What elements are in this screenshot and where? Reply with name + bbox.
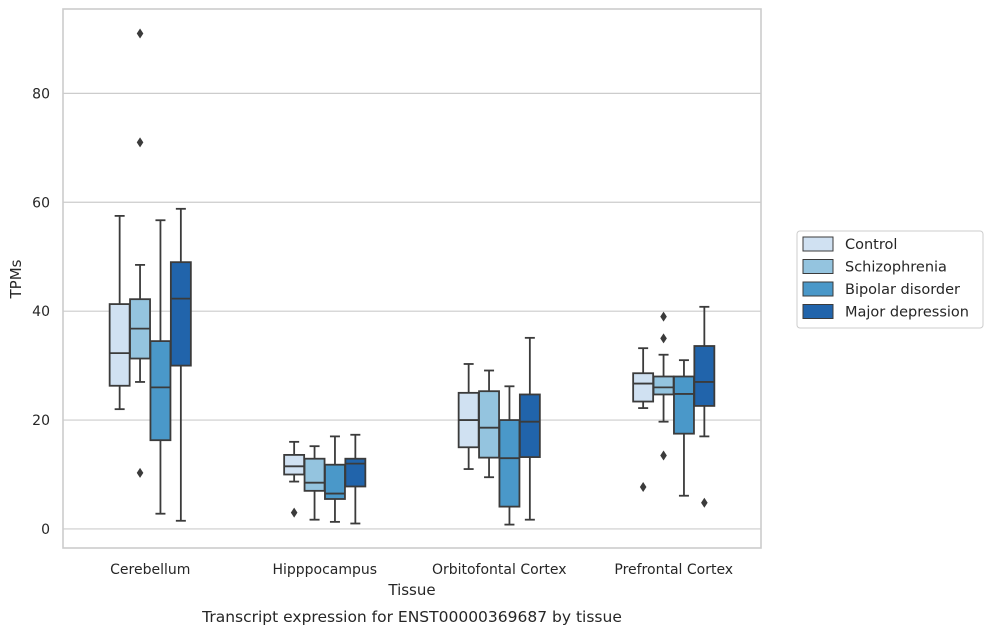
box-group: [303, 445, 326, 521]
x-tick-label: Hipppocampus: [272, 562, 377, 578]
plot-area-frame: [62, 8, 762, 549]
legend-label: Schizophrenia: [845, 260, 947, 276]
box-group: [283, 440, 306, 518]
series-control: [108, 214, 655, 518]
box: [149, 340, 172, 442]
y-axis-ticks: 0 20 40 60 80: [32, 86, 50, 538]
y-tick-label: 80: [32, 86, 50, 102]
legend: Control Schizophrenia Bipolar disorder Majo…: [796, 230, 984, 329]
series-bipolar-disorder: [149, 219, 695, 526]
box: [344, 457, 367, 488]
outlier-point: [660, 333, 667, 344]
box: [283, 453, 306, 476]
series-major-depression: [169, 207, 716, 525]
box-group: [652, 311, 675, 461]
x-axis-ticks: Cerebellum Hipppocampus Orbitofontal Corte…: [110, 562, 733, 578]
box: [652, 375, 675, 396]
box-group: [129, 28, 151, 478]
outlier-point: [290, 507, 298, 518]
x-tick-label: Prefrontal Cortex: [614, 562, 733, 578]
x-axis-label: Tissue: [387, 581, 435, 599]
outlier-point: [660, 311, 667, 322]
legend-frame: [796, 230, 984, 329]
box: [169, 261, 192, 367]
box: [693, 345, 716, 407]
box-group: [693, 305, 716, 508]
box: [498, 419, 521, 508]
box: [303, 457, 326, 492]
outlier-point: [701, 497, 708, 508]
y-tick-label: 40: [32, 304, 50, 320]
outlier-point: [136, 467, 144, 478]
legend-swatch: [802, 304, 834, 319]
box-group: [457, 363, 480, 470]
box-group: [632, 347, 655, 493]
y-tick-label: 20: [32, 413, 50, 429]
legend-label: Bipolar disorder: [845, 282, 960, 298]
outlier-point: [660, 450, 667, 461]
box-group: [498, 385, 521, 526]
box: [108, 303, 131, 387]
legend-swatch: [802, 236, 834, 252]
box-plot-series: [108, 28, 716, 526]
box-group: [478, 369, 500, 479]
legend-swatch: [802, 259, 834, 274]
outlier-point: [639, 482, 647, 493]
box-group: [673, 359, 695, 497]
legend-label: Major depression: [845, 305, 969, 321]
box: [478, 390, 500, 459]
chart-title: Transcript expression for ENST0000036968…: [201, 608, 622, 626]
box-group: [169, 207, 192, 522]
y-tick-label: 60: [32, 195, 50, 211]
box-group: [108, 214, 131, 411]
box: [518, 393, 541, 458]
box-group: [518, 336, 541, 521]
x-tick-label: Orbitofontal Cortex: [432, 562, 567, 578]
series-schizophrenia: [129, 28, 675, 521]
box-group: [344, 433, 367, 525]
legend-swatch: [802, 281, 834, 297]
y-axis-label: TPMs: [7, 259, 25, 299]
box: [632, 372, 655, 403]
x-tick-label: Cerebellum: [110, 562, 190, 578]
outlier-point: [136, 137, 144, 148]
y-tick-label: 0: [41, 522, 50, 538]
legend-label: Control: [845, 237, 897, 253]
grid-lines: [63, 92, 761, 530]
box-group: [149, 219, 172, 515]
box-group: [324, 435, 346, 523]
box: [673, 375, 695, 435]
outlier-point: [136, 28, 144, 39]
